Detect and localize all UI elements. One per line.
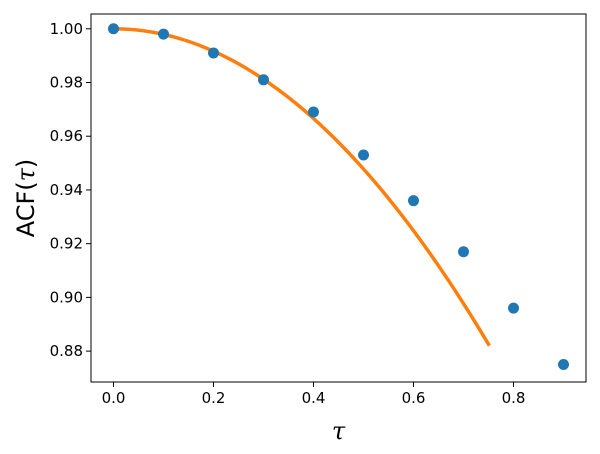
x-tick-label: 0.4 xyxy=(302,389,326,407)
y-tick-label: 0.92 xyxy=(50,235,83,253)
x-tick-label: 0.2 xyxy=(202,389,226,407)
y-tick-label: 1.00 xyxy=(50,20,83,38)
y-axis-label-variable: τ xyxy=(12,167,40,181)
data-point xyxy=(108,23,119,35)
fit-curve xyxy=(111,27,491,347)
data-point xyxy=(308,106,319,118)
x-tick-label: 0.6 xyxy=(402,389,426,407)
data-point xyxy=(408,195,419,207)
y-tick-label: 0.90 xyxy=(50,288,83,306)
plot-area xyxy=(108,23,569,371)
x-axis: 0.0 0.2 0.4 0.6 0.8 xyxy=(102,382,526,407)
y-tick-label: 0.94 xyxy=(50,181,83,199)
y-tick-label: 0.98 xyxy=(50,73,83,91)
data-point xyxy=(508,302,519,314)
y-tick-label: 0.88 xyxy=(50,342,83,360)
y-axis-label: ACF(τ) xyxy=(12,159,40,238)
y-axis-label-prefix: ACF( xyxy=(12,181,40,237)
data-point xyxy=(208,47,219,59)
data-point xyxy=(458,246,469,258)
y-tick-label: 0.96 xyxy=(50,127,83,145)
x-tick-label: 0.0 xyxy=(102,389,126,407)
data-point xyxy=(258,74,269,86)
data-point xyxy=(558,359,569,371)
data-point xyxy=(358,149,369,161)
data-point xyxy=(158,28,169,40)
y-axis: 0.88 0.90 0.92 0.94 0.96 0.98 1.00 xyxy=(50,20,91,360)
y-axis-label-suffix: ) xyxy=(12,159,40,168)
plot-frame xyxy=(90,13,587,383)
x-axis-label: τ xyxy=(332,417,346,445)
x-tick-label: 0.8 xyxy=(502,389,526,407)
